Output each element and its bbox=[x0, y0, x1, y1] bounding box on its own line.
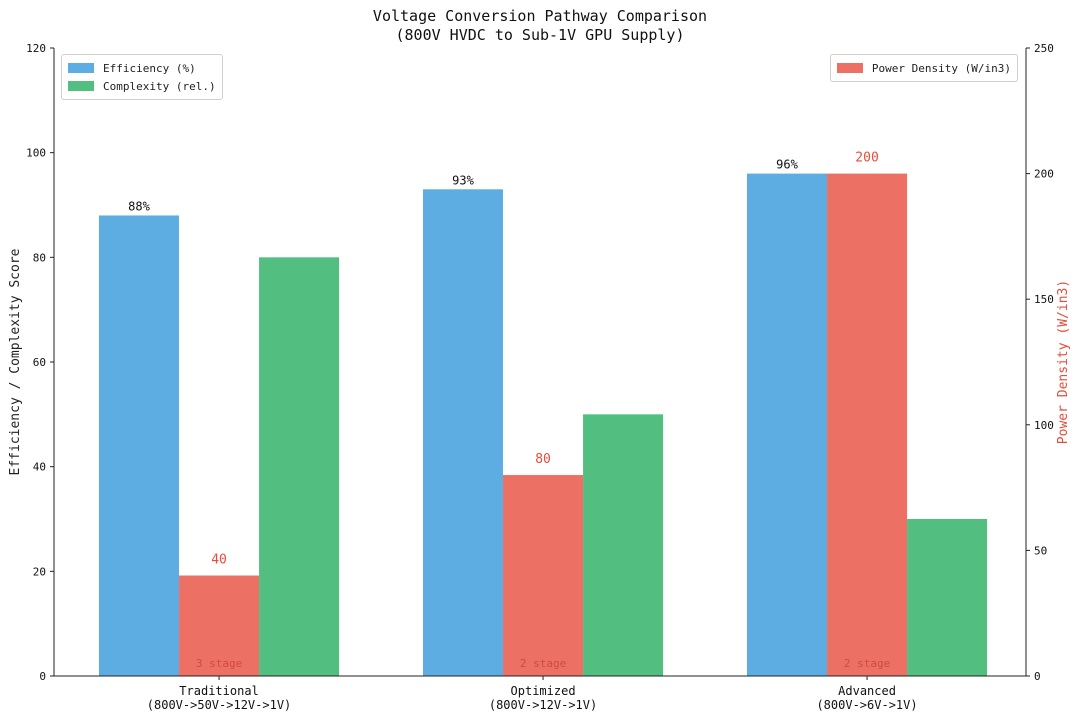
legend-right: Power Density (W/in3) bbox=[829, 54, 1018, 82]
data-label-efficiency-optimized: 93% bbox=[452, 173, 474, 187]
y-right-tick-label-200: 200 bbox=[1034, 168, 1054, 181]
stage-label-advanced: 2 stage bbox=[844, 657, 890, 670]
y-left-tick-label-120: 120 bbox=[26, 42, 46, 55]
data-label-power-traditional: 40 bbox=[211, 553, 227, 568]
x-tick-sublabel-optimized: (800V->12V->1V) bbox=[489, 698, 597, 712]
bar-power-advanced bbox=[827, 173, 908, 676]
y-right-tick-label-0: 0 bbox=[1034, 670, 1041, 683]
bar-power-traditional bbox=[179, 575, 260, 676]
legend-item-efficiency: Efficiency (%) bbox=[68, 59, 216, 77]
legend-item-complexity: Complexity (rel.) bbox=[68, 77, 216, 95]
legend-label-power-density: Power Density (W/in3) bbox=[871, 61, 1011, 75]
bar-complexity-optimized bbox=[583, 414, 664, 676]
x-tick-sublabel-traditional: (800V->50V->12V->1V) bbox=[147, 698, 292, 712]
y-left-tick-label-40: 40 bbox=[33, 461, 46, 474]
bar-complexity-traditional bbox=[259, 257, 340, 676]
legend-swatch-power-density bbox=[836, 63, 863, 73]
x-tick-label-optimized: Optimized bbox=[511, 684, 576, 698]
y-axis-label-left: Efficiency / Complexity Score bbox=[8, 248, 23, 475]
x-tick-sublabel-advanced: (800V->6V->1V) bbox=[816, 698, 917, 712]
bar-power-optimized bbox=[503, 475, 584, 676]
legend-label-complexity: Complexity (rel.) bbox=[103, 79, 216, 93]
stage-label-traditional: 3 stage bbox=[196, 657, 242, 670]
bar-efficiency-advanced bbox=[747, 173, 828, 676]
chart-title-line-1: Voltage Conversion Pathway Comparison bbox=[372, 7, 708, 25]
legend-swatch-complexity bbox=[68, 81, 94, 91]
stage-label-optimized: 2 stage bbox=[520, 657, 566, 670]
data-label-power-optimized: 80 bbox=[535, 452, 551, 467]
legend-swatch-efficiency bbox=[68, 63, 94, 73]
bar-efficiency-traditional bbox=[99, 215, 180, 676]
legend-label-efficiency: Efficiency (%) bbox=[103, 61, 196, 75]
y-right-tick-label-150: 150 bbox=[1034, 293, 1054, 306]
bar-complexity-advanced bbox=[907, 519, 988, 676]
y-right-tick-label-100: 100 bbox=[1034, 419, 1054, 432]
y-right-tick-label-50: 50 bbox=[1034, 544, 1047, 557]
legend-left: Efficiency (%) Complexity (rel.) bbox=[61, 54, 223, 100]
chart-title-line-2: (800V HVDC to Sub-1V GPU Supply) bbox=[395, 26, 685, 44]
y-left-tick-label-0: 0 bbox=[39, 670, 46, 683]
legend-item-power-density: Power Density (W/in3) bbox=[836, 59, 1011, 77]
y-left-tick-label-60: 60 bbox=[33, 356, 46, 369]
x-tick-label-advanced: Advanced bbox=[838, 684, 896, 698]
data-label-power-advanced: 200 bbox=[855, 151, 878, 166]
data-label-efficiency-traditional: 88% bbox=[128, 199, 150, 213]
x-tick-label-traditional: Traditional bbox=[179, 684, 258, 698]
data-label-efficiency-advanced: 96% bbox=[776, 158, 798, 172]
y-right-tick-label-250: 250 bbox=[1034, 42, 1054, 55]
y-axis-label-right: Power Density (W/in3) bbox=[1056, 280, 1071, 444]
y-left-tick-label-80: 80 bbox=[33, 251, 46, 264]
y-left-tick-label-100: 100 bbox=[26, 147, 46, 160]
y-left-tick-label-20: 20 bbox=[33, 565, 46, 578]
bar-efficiency-optimized bbox=[423, 189, 504, 677]
